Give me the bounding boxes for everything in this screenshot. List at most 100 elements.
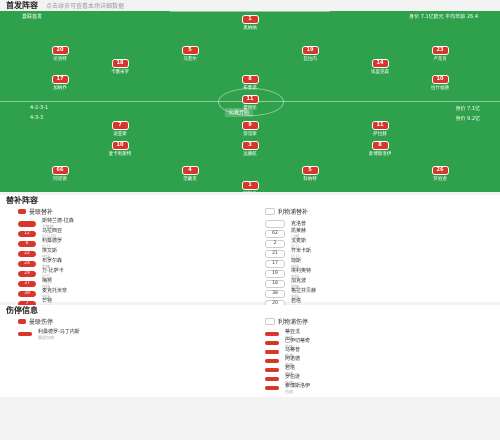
injured-name: 索博斯洛伊	[285, 382, 311, 389]
home-player[interactable]: 19 瓦拉内	[290, 46, 330, 62]
sub-player-row[interactable]: 38 格拉芬贝赫 中场	[265, 287, 316, 300]
home-player[interactable]: 23 卢克肖	[420, 46, 460, 62]
home-player[interactable]: 17 加纳乔	[40, 75, 80, 91]
sub-player-row[interactable]: 18 加克波 前锋	[265, 277, 306, 290]
away-player[interactable]: 10 麦卡利斯特	[100, 141, 140, 157]
home-market: 身价 7.1亿	[455, 106, 480, 112]
sub-player-row[interactable]: 62 凯莱赫 门将	[265, 227, 306, 240]
sub-number: 21	[265, 249, 285, 258]
sub-player-row[interactable]: 17 琼斯 中场	[265, 257, 301, 270]
sub-number: 7	[18, 300, 36, 307]
jersey-number: 66	[51, 166, 69, 175]
lineup-header: 首发阵容 点击球员可查看本场详细数据	[0, 0, 500, 11]
player-name: 索博斯洛伊	[368, 152, 392, 157]
player-name: 萨拉赫	[373, 132, 387, 137]
player-name: 霍伊伦	[243, 106, 257, 111]
shirt-icon	[265, 208, 275, 215]
player-name: 卢克肖	[433, 57, 447, 62]
injury-row[interactable]: 阿诺德 伤病	[265, 355, 301, 367]
away-player[interactable]: 9 努涅斯	[230, 121, 270, 137]
home-player[interactable]: 20 达洛特	[40, 46, 80, 62]
injuries-section: 伤停信息 曼联伤停 利物浦伤停 利桑德罗-马丁内斯 脚部伤病 蒂亚戈 伤病 巴伊切蒂奇…	[0, 305, 500, 397]
jersey-number: 5	[301, 166, 319, 175]
lineup-subtitle: 点击球员可查看本场详细数据	[46, 3, 125, 10]
sub-number: 17	[265, 259, 285, 268]
home-player[interactable]: 10 拉什福德	[420, 75, 460, 91]
sub-name: 布罗尔森	[42, 258, 63, 264]
sub-name: 埃利奥特	[291, 268, 312, 274]
away-player[interactable]: 11 萨拉赫	[360, 121, 400, 137]
away-player[interactable]: 5 科纳特	[290, 166, 330, 182]
sub-position: 前锋	[291, 284, 299, 289]
away-player[interactable]: 1阿利松	[230, 181, 270, 192]
player-name: 远藤航	[243, 152, 257, 157]
subs-section: 替补阵容 曼联替补 利物浦替补 斯特兰德-拉森 主教练 12 马拉西亚 后卫 DF 6 利桑…	[0, 195, 500, 309]
sub-number: 38	[265, 289, 285, 298]
sub-name: 加克波	[291, 278, 307, 284]
home-player[interactable]: 1 奥纳纳	[230, 15, 270, 31]
away-player[interactable]: 7 迪亚斯	[100, 121, 140, 137]
injury-icon	[18, 332, 32, 336]
jersey-number: 8	[241, 75, 259, 84]
sub-player-row[interactable]: 22 埃文斯 中场	[18, 247, 57, 260]
subs-header: 替补阵容	[0, 195, 500, 206]
injury-row[interactable]: 利桑德罗-马丁内斯 脚部伤病	[18, 329, 80, 340]
sub-number: 24	[18, 260, 36, 267]
injury-row[interactable]: 若塔 伤病	[265, 364, 296, 376]
injury-row[interactable]: 索博斯洛伊 伤病	[265, 382, 311, 394]
sub-player-row[interactable]: 克洛普	[265, 217, 306, 230]
injury-row[interactable]: 巴伊切蒂奇 伤病	[265, 338, 310, 349]
jersey-number: 5	[181, 46, 199, 55]
away-player[interactable]: 8 索博斯洛伊	[360, 141, 400, 157]
injury-reason: 伤病	[285, 334, 293, 340]
player-name: 马奎尔	[183, 57, 197, 62]
sub-name: 麦克托米奈	[42, 288, 68, 294]
player-name: 奥纳纳	[243, 26, 257, 31]
lineup-title: 首发阵容	[6, 1, 38, 10]
sub-player-row[interactable]: 24 布罗尔森 前锋	[18, 257, 62, 270]
home-player[interactable]: 18 卡塞米罗	[100, 59, 140, 75]
shirt-icon	[265, 318, 275, 325]
sub-player-row[interactable]: 19 埃利奥特 中场	[265, 267, 311, 280]
injury-row[interactable]: 罗伯逊 伤病	[265, 373, 301, 385]
sub-position: 前锋	[42, 264, 50, 269]
away-player[interactable]: 26 罗伯逊	[420, 166, 460, 182]
sub-player-row[interactable]: 39 麦克托米奈 中场	[18, 287, 67, 300]
sub-position: 主教练	[42, 224, 54, 229]
jersey-number: 14	[371, 59, 389, 68]
sub-number: 62	[265, 229, 285, 238]
jersey-number: 9	[241, 121, 259, 130]
injury-row[interactable]: 马蒂普 伤病	[265, 347, 300, 358]
sub-player-row[interactable]: 2 戈麦斯 后卫	[265, 237, 306, 250]
injury-row[interactable]: 蒂亚戈 伤病	[265, 329, 300, 340]
injuries-title: 伤停信息	[6, 306, 38, 315]
player-name: 埃里克森	[371, 70, 389, 75]
home-player[interactable]: 11 霍伊伦	[230, 95, 270, 111]
injured-name: 若塔	[285, 364, 296, 371]
sub-player-row[interactable]: 21 齐米卡斯 后卫	[265, 247, 311, 260]
injured-name: 罗伯逊	[285, 373, 301, 380]
injured-name: 阿诺德	[285, 355, 301, 362]
home-player[interactable]: 14 埃里克森	[360, 59, 400, 75]
jersey-number: 10	[431, 75, 449, 84]
home-player[interactable]: 8 布鲁诺	[230, 75, 270, 91]
sub-player-row[interactable]: 斯特兰德-拉森 主教练	[18, 217, 74, 230]
away-market: 身价 9.2亿	[455, 116, 480, 122]
player-name: 科纳特	[303, 177, 317, 182]
jersey-number: 17	[51, 75, 69, 84]
sub-player-row[interactable]: 12 马拉西亚 后卫 DF	[18, 227, 62, 240]
injury-reason: 伤病	[285, 388, 293, 394]
sub-player-row[interactable]: 37 梅努 中场	[18, 277, 52, 290]
home-player[interactable]: 5 马奎尔	[170, 46, 210, 62]
away-player[interactable]: 4 范戴克	[170, 166, 210, 182]
away-formation: 4-3-3	[30, 115, 44, 121]
away-player[interactable]: 66 阿诺德	[40, 166, 80, 182]
away-inj-text: 利物浦伤停	[278, 319, 309, 326]
jersey-number: 1	[241, 15, 259, 24]
sub-player-row[interactable]: 6 利桑德罗 后卫	[18, 237, 62, 250]
sub-player-row[interactable]: 29 万-比萨卡 后卫	[18, 267, 64, 280]
home-info-label: 身价 7.1亿欧元 平均年龄 26.4	[409, 14, 478, 20]
away-player[interactable]: 3 远藤航	[230, 141, 270, 157]
sub-number: 29	[18, 270, 36, 277]
home-subs-label: 曼联替补	[18, 207, 53, 216]
